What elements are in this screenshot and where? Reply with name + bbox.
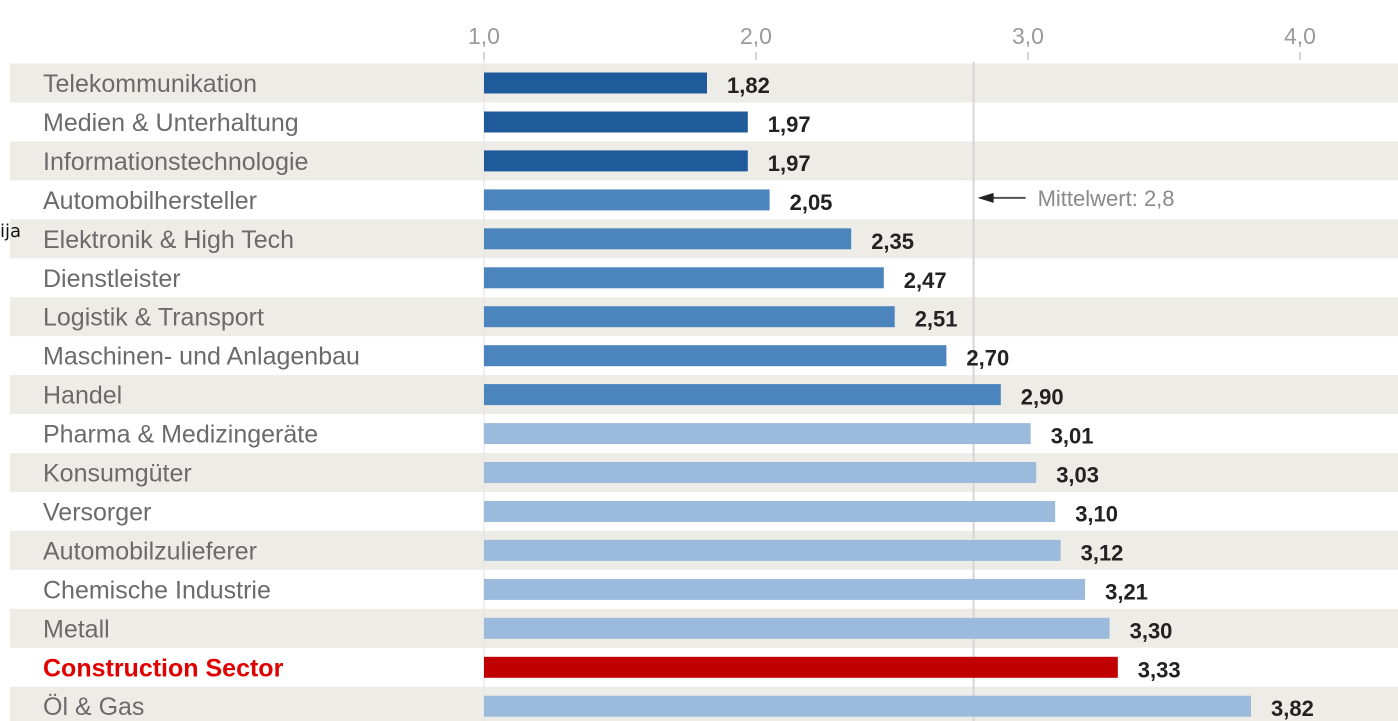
x-tick-label: 3,0 bbox=[1012, 23, 1044, 49]
value-label: 2,47 bbox=[904, 268, 947, 293]
value-label: 3,30 bbox=[1130, 618, 1173, 643]
value-labels: 1,82 1,97 1,97 2,05 2,35 2,47 2,51 2,70 2,90 3,01… bbox=[727, 73, 1314, 721]
bar bbox=[484, 539, 1061, 561]
bar bbox=[484, 423, 1031, 445]
value-label: 3,82 bbox=[1271, 696, 1314, 721]
bar bbox=[484, 695, 1251, 717]
category-label: Konsumgüter bbox=[43, 460, 192, 488]
category-label: Handel bbox=[43, 382, 122, 410]
bar bbox=[484, 267, 884, 289]
bar bbox=[484, 306, 895, 328]
category-label: Automobilhersteller bbox=[43, 187, 257, 215]
value-label: 1,82 bbox=[727, 73, 770, 98]
value-label: 3,01 bbox=[1051, 424, 1094, 449]
bar bbox=[484, 228, 852, 250]
category-label-highlight: Construction Sector bbox=[43, 654, 284, 682]
category-label: Metall bbox=[43, 615, 110, 643]
category-label: Dienstleister bbox=[43, 265, 181, 293]
category-label: Medien & Unterhaltung bbox=[43, 109, 299, 137]
category-label: Elektronik & High Tech bbox=[43, 226, 294, 254]
bar bbox=[484, 501, 1056, 522]
category-label: Maschinen- und Anlagenbau bbox=[43, 343, 360, 371]
value-label: 2,05 bbox=[790, 190, 833, 215]
bar bbox=[484, 189, 770, 211]
bar bbox=[484, 72, 707, 94]
value-label: 2,90 bbox=[1021, 385, 1064, 410]
category-label: Logistik & Transport bbox=[43, 304, 264, 332]
bars bbox=[484, 72, 1251, 717]
value-label: 3,12 bbox=[1081, 540, 1124, 565]
mean-arrow-head bbox=[977, 192, 994, 203]
category-label: Pharma & Medizingeräte bbox=[43, 421, 318, 449]
value-label: 3,10 bbox=[1075, 502, 1118, 527]
value-label: 3,33 bbox=[1138, 657, 1181, 682]
category-label: Automobilzulieferer bbox=[43, 537, 257, 565]
value-label: 3,03 bbox=[1056, 463, 1099, 488]
category-label: Telekommunikation bbox=[43, 70, 257, 98]
bar bbox=[484, 384, 1001, 406]
value-label: 3,21 bbox=[1105, 579, 1148, 604]
category-label: Versorger bbox=[43, 499, 151, 527]
category-label: Öl & Gas bbox=[43, 693, 144, 721]
bar bbox=[484, 578, 1086, 600]
stray-text-fragment: ija bbox=[0, 221, 22, 242]
bar bbox=[484, 462, 1037, 483]
value-label: 2,70 bbox=[966, 346, 1009, 371]
bar bbox=[484, 150, 748, 172]
bar bbox=[484, 617, 1110, 639]
bar-highlight bbox=[484, 656, 1118, 678]
x-tick-label: 4,0 bbox=[1284, 23, 1316, 49]
category-label: Informationstechnologie bbox=[43, 148, 308, 176]
bar bbox=[484, 111, 748, 133]
category-labels: Telekommunikation Medien & Unterhaltung In… bbox=[43, 70, 360, 721]
mean-label: Mittelwert: 2,8 bbox=[1038, 186, 1175, 211]
bar bbox=[484, 345, 947, 367]
category-label: Chemische Industrie bbox=[43, 576, 271, 604]
value-label: 1,97 bbox=[768, 112, 811, 137]
value-label: 1,97 bbox=[768, 151, 811, 176]
x-axis-ticks: 1,0 2,0 3,0 4,0 bbox=[468, 23, 1316, 721]
x-tick-label: 1,0 bbox=[468, 23, 500, 49]
x-tick-label: 2,0 bbox=[740, 23, 772, 49]
value-label: 2,35 bbox=[871, 229, 914, 254]
value-label: 2,51 bbox=[915, 307, 958, 332]
